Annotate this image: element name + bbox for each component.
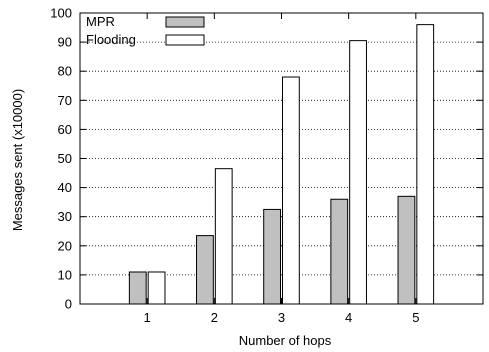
x-tick-label: 5 <box>412 310 419 325</box>
bar-mpr-1 <box>128 271 147 305</box>
y-tick-label: 0 <box>65 297 72 312</box>
x-tick-label: 3 <box>278 310 285 325</box>
bar-mpr-4 <box>330 198 349 305</box>
y-tick-label: 50 <box>58 151 72 166</box>
x-axis-label: Number of hops <box>239 333 332 348</box>
bar-flooding-4 <box>349 40 367 305</box>
x-tick-label: 4 <box>345 310 352 325</box>
legend-label-mpr: MPR <box>86 14 115 29</box>
bars <box>128 24 435 305</box>
legend-swatch-mpr <box>165 16 205 28</box>
bar-mpr-2 <box>196 235 214 305</box>
grid-lines <box>80 41 483 276</box>
bar-mpr-5 <box>397 195 416 305</box>
bar-flooding-2 <box>214 168 233 305</box>
y-tick-label: 80 <box>58 64 72 79</box>
y-tick-label: 60 <box>58 122 72 137</box>
y-tick-label: 90 <box>58 35 72 50</box>
bar-flooding-1 <box>147 271 166 305</box>
axis-ticks: 0 10 20 30 40 50 60 70 80 90 100 1 2 3 4 5 <box>50 6 483 325</box>
legend: MPR Flooding <box>86 14 205 47</box>
y-tick-label: 40 <box>58 180 72 195</box>
x-tick-label: 1 <box>144 310 151 325</box>
legend-swatch-flooding <box>165 34 205 46</box>
y-tick-label: 20 <box>58 238 72 253</box>
y-tick-label: 30 <box>58 209 72 224</box>
bar-flooding-3 <box>282 76 300 305</box>
y-tick-label: 100 <box>50 6 72 21</box>
bar-mpr-3 <box>263 208 281 305</box>
x-tick-label: 2 <box>211 310 218 325</box>
y-tick-label: 70 <box>58 93 72 108</box>
y-tick-label: 10 <box>58 267 72 282</box>
y-axis-label: Messages sent (x10000) <box>10 89 25 231</box>
bar-flooding-5 <box>416 24 435 305</box>
legend-label-flooding: Flooding <box>86 32 136 47</box>
